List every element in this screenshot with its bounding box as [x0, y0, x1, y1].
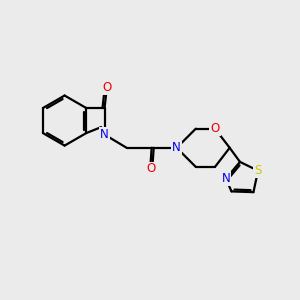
- Text: N: N: [100, 128, 109, 141]
- Text: O: O: [102, 81, 112, 94]
- Text: S: S: [254, 164, 262, 177]
- Text: O: O: [146, 163, 156, 176]
- Text: N: N: [172, 141, 181, 154]
- Text: O: O: [210, 122, 220, 135]
- Text: N: N: [221, 172, 230, 185]
